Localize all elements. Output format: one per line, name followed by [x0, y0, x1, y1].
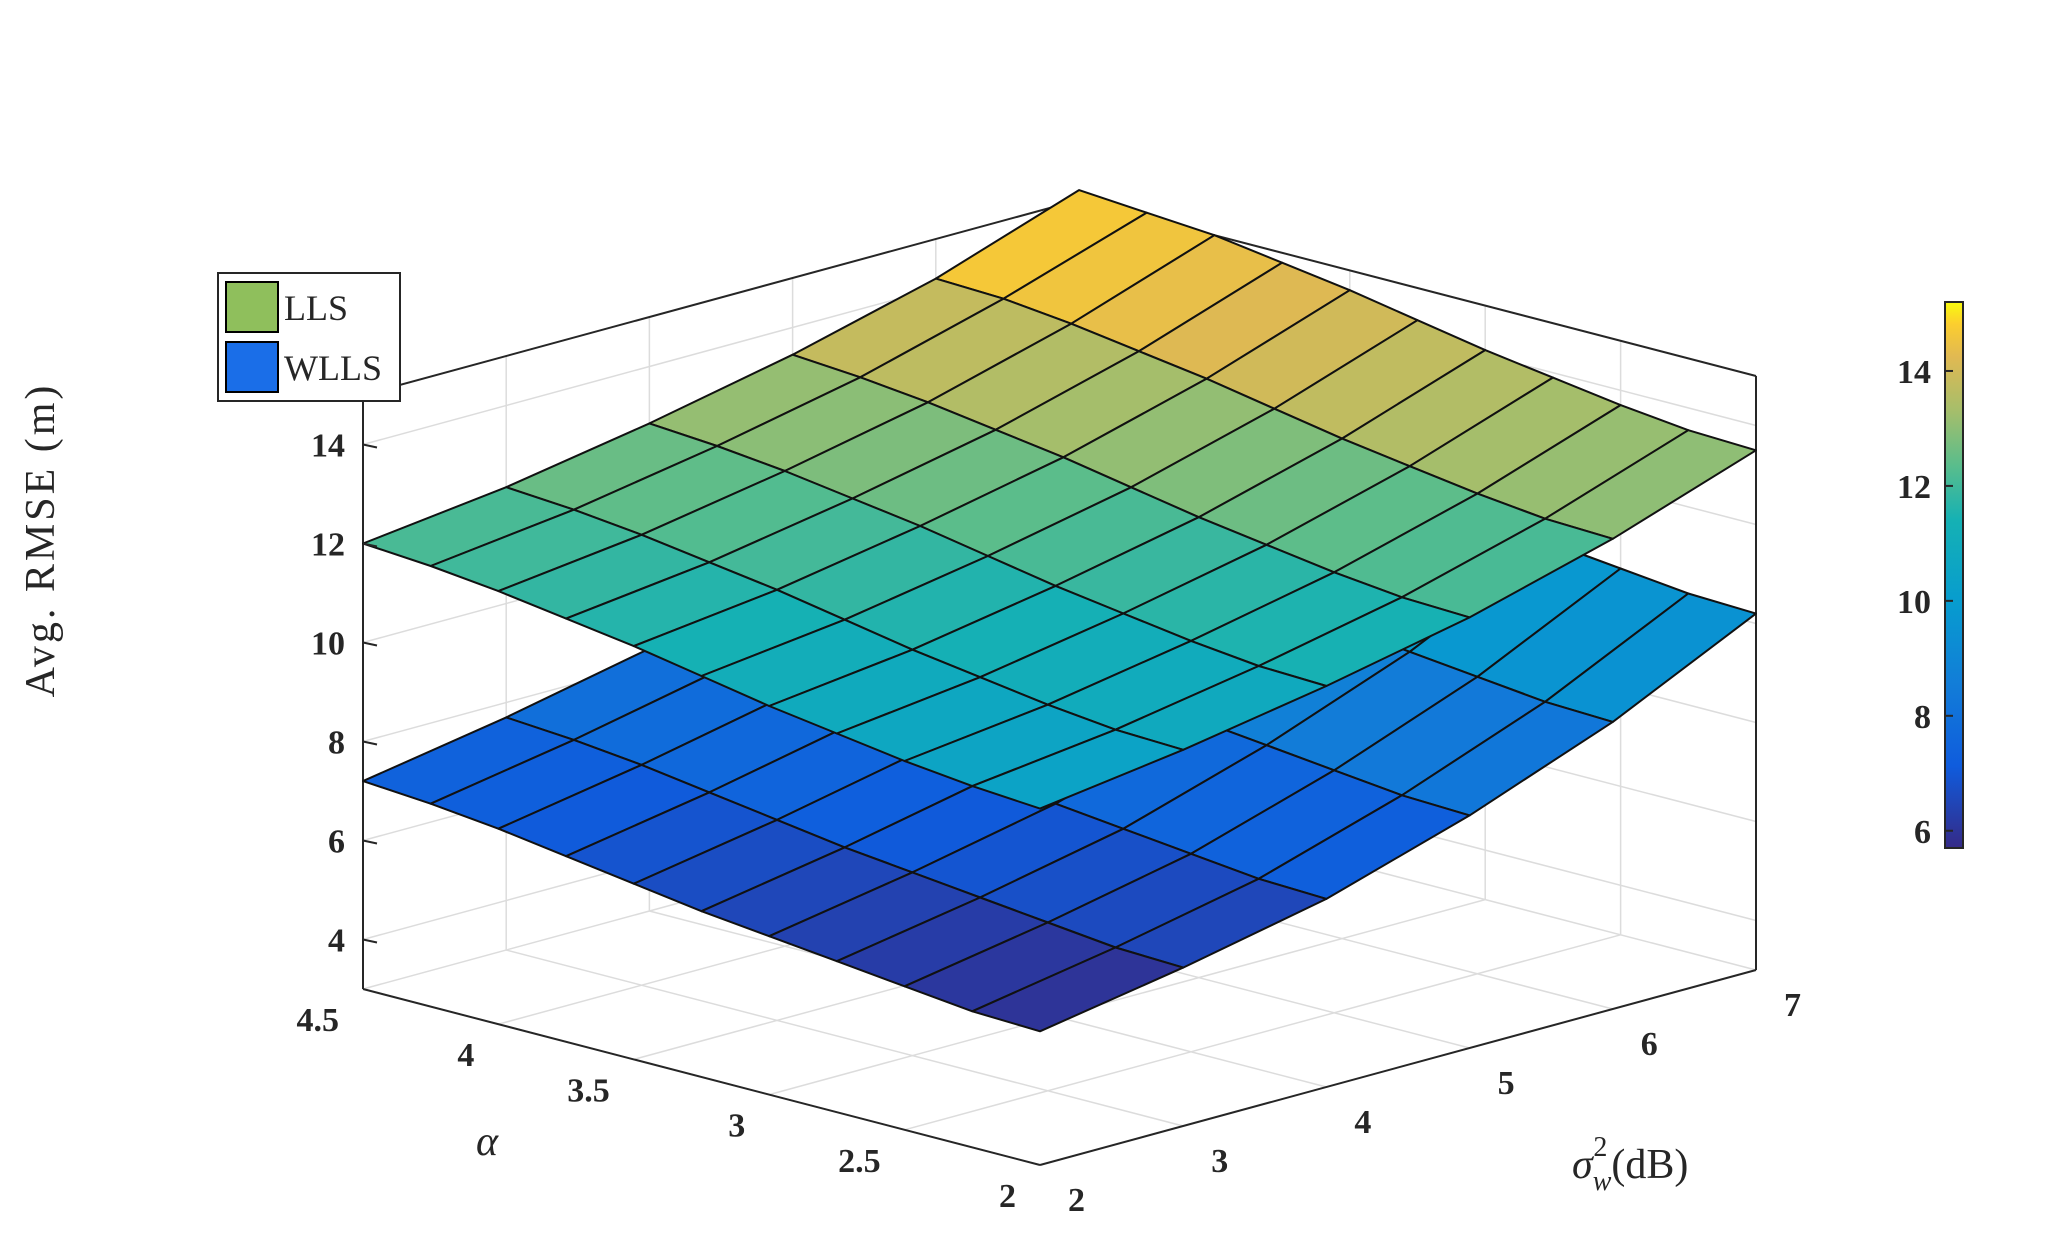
- alpha-tick-label: 4.5: [297, 1002, 340, 1039]
- alpha-tick-label: 2: [999, 1178, 1016, 1215]
- alpha-tick-label: 2.5: [838, 1143, 881, 1180]
- sigma-superscript: 2: [1593, 1132, 1607, 1163]
- z-tick-label: 12: [311, 527, 345, 564]
- sigma-subscript: w: [1593, 1166, 1612, 1197]
- sigma-tick-label: 2: [1068, 1182, 1085, 1219]
- colorbar-tick-label: 6: [1914, 814, 1931, 851]
- axis-labels: Avg. RMSE (m) α σw2(dB): [18, 383, 1688, 1197]
- alpha-tick-label: 3.5: [567, 1072, 610, 1109]
- axis-ticks: 4 6 8 10 12 14 2 2.5 3 3.5 4 4.5 2 3 4 5 6 7: [297, 428, 1802, 1220]
- z-tick-label: 4: [328, 923, 345, 960]
- gridline: [769, 898, 1486, 1096]
- axis-edge: [362, 199, 1080, 396]
- sigma-tick-label: 7: [1784, 987, 1801, 1024]
- z-tick-label: 6: [328, 824, 345, 861]
- sigma-unit: (dB): [1611, 1142, 1688, 1188]
- alpha-tick-label: 4: [457, 1037, 474, 1074]
- legend-label-lls: LLS: [284, 288, 348, 328]
- surfaces: [362, 189, 1757, 1033]
- sigma-symbol: σ: [1572, 1142, 1595, 1188]
- legend-label-wlls: WLLS: [284, 348, 382, 388]
- legend-swatch-wlls: [225, 341, 279, 393]
- sigma-tick-label: 3: [1211, 1143, 1228, 1180]
- colorbar-tick-label: 10: [1897, 584, 1931, 621]
- legend: LLS WLLS: [217, 272, 401, 402]
- sigma-tick-label: 4: [1354, 1104, 1371, 1141]
- axis-edge: [1039, 969, 1757, 1166]
- z-tick-label: 8: [328, 725, 345, 762]
- colorbar-tick-label: 8: [1914, 699, 1931, 736]
- colorbar-tick-label: 12: [1897, 469, 1931, 506]
- surface-patch: [971, 728, 1185, 810]
- colorbar-tick-label: 14: [1897, 354, 1931, 391]
- z-tick-label: 14: [311, 428, 345, 465]
- gridline: [506, 949, 1184, 1127]
- z-tick-label: 10: [311, 626, 345, 663]
- z-axis-label: Avg. RMSE (m): [18, 383, 64, 698]
- sigma-tick-label: 6: [1641, 1026, 1658, 1063]
- axis-edge: [362, 988, 1041, 1166]
- surface-lls: [362, 189, 1757, 810]
- sigma-tick-label: 5: [1498, 1065, 1515, 1102]
- colorbar-gradient: [1944, 301, 1964, 849]
- colorbar: 6 8 10 12 14: [1897, 301, 1964, 851]
- sigma-axis-label: σw2(dB): [1572, 1132, 1688, 1197]
- alpha-axis-label: α: [476, 1119, 499, 1165]
- surface-patch: [971, 946, 1185, 1033]
- alpha-tick-label: 3: [728, 1108, 745, 1145]
- gridline: [904, 934, 1621, 1131]
- legend-swatch-lls: [225, 281, 279, 333]
